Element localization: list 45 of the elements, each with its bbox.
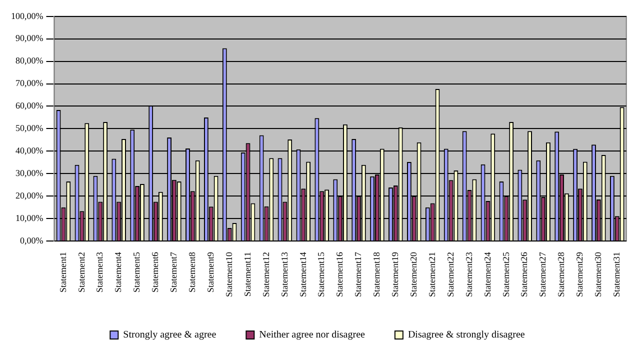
x-tick-label: Statement16 [334, 252, 345, 298]
x-tick-label: Statement25 [500, 252, 511, 298]
y-tick-label: 100,00% [10, 10, 44, 21]
y-tick-label: 10,00% [15, 212, 44, 223]
x-tick-label: Statement4 [113, 252, 124, 293]
x-tick-label: Statement12 [260, 252, 271, 298]
y-tick-label: 50,00% [15, 123, 44, 134]
x-tick-label: Statement11 [242, 252, 252, 297]
x-tick-label: Statement17 [353, 252, 364, 298]
x-tick-label: Statement21 [426, 252, 437, 298]
x-tick-label: Statement15 [316, 252, 326, 298]
y-tick-label: 90,00% [15, 33, 44, 44]
x-tick-label: Statement29 [574, 252, 585, 298]
x-tick-label: Statement18 [372, 252, 382, 298]
x-tick-label: Statement24 [482, 252, 492, 298]
x-tick-label: Statement3 [94, 252, 105, 293]
x-tick-label: Statement10 [224, 252, 234, 298]
x-tick-label: Statement6 [150, 252, 160, 293]
y-tick-label: 0,00% [20, 235, 44, 246]
x-tick-label: Statement22 [445, 252, 456, 298]
x-tick-label: Statement9 [205, 252, 216, 293]
y-tick-label: 60,00% [15, 100, 44, 111]
x-tick-label: Statement2 [76, 252, 86, 293]
legend-label: Disagree & strongly disagree [408, 330, 526, 341]
legend-label: Neither agree nor disagree [259, 330, 366, 341]
x-tick-label: Statement19 [390, 252, 400, 298]
x-tick-label: Statement31 [611, 252, 622, 298]
x-tick-label: Statement5 [132, 252, 142, 293]
x-tick-label: Statement27 [538, 252, 548, 298]
x-tick-label: Statement7 [168, 252, 179, 293]
x-tick-label: Statement1 [58, 252, 68, 293]
x-tick-label: Statement23 [464, 252, 474, 298]
x-tick-label: Statement8 [187, 252, 198, 293]
y-tick-label: 70,00% [15, 78, 44, 88]
y-tick-label: 30,00% [15, 168, 44, 178]
x-tick-label: Statement28 [556, 252, 566, 298]
x-tick-label: Statement30 [593, 252, 604, 298]
legend-label: Strongly agree & agree [123, 330, 217, 341]
y-tick-label: 80,00% [15, 56, 44, 66]
x-tick-label: Statement20 [408, 252, 418, 298]
x-tick-label: Statement14 [298, 252, 308, 298]
x-tick-label: Statement26 [519, 252, 530, 298]
x-tick-label: Statement13 [279, 252, 290, 298]
y-tick-label: 40,00% [15, 146, 44, 156]
y-tick-label: 20,00% [15, 190, 44, 200]
